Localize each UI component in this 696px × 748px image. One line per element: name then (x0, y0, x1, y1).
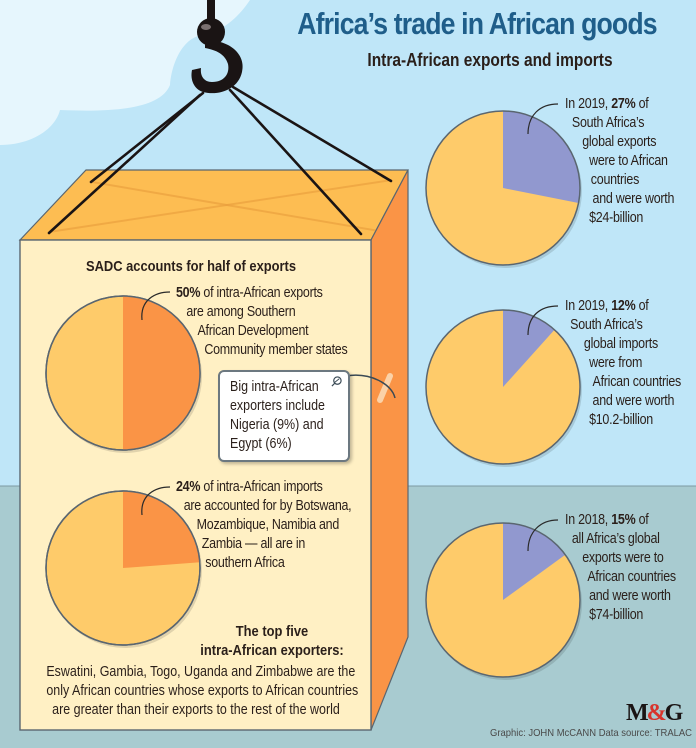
sa-imports-annotation: In 2019, 12% of South Africa’s global im… (565, 298, 682, 428)
sadc-annotation: 50% of intra-African exports are among S… (176, 285, 348, 358)
sadc-percent: 50% (176, 285, 201, 301)
sa-exports-annotation: In 2019, 27% of South Africa’s global ex… (565, 96, 675, 226)
africa-exports-annotation: In 2018, 15% of all Africa’s global expo… (565, 512, 676, 623)
box-side (370, 169, 409, 731)
page-subtitle: Intra-African exports and imports (367, 50, 613, 70)
exporters-callout: Big intra-African exporters include Nige… (218, 370, 350, 462)
pie-chart-intra-african-imports (45, 486, 202, 648)
pie-chart-sa-imports-2019 (425, 305, 582, 467)
imports-annotation: 24% of intra-African imports are account… (176, 479, 352, 571)
crane-hook-icon (191, 0, 243, 94)
pie-chart-sadc-exports (45, 291, 202, 453)
sadc-heading: SADC accounts for half of exports (86, 258, 297, 275)
crane-ropes (47, 85, 393, 236)
cloud (0, 0, 250, 145)
imports-percent: 24% (176, 479, 201, 495)
pie-chart-africa-exports-2018 (425, 519, 582, 680)
top-five-body: Eswatini, Gambia, Togo, Uganda and Zimba… (46, 664, 359, 718)
page-title: Africa’s trade in African goods (297, 6, 657, 41)
top-five-heading: The top five intra-African exporters: (200, 623, 344, 659)
pin-icon (331, 376, 342, 387)
mg-logo: M&G (626, 700, 683, 726)
pie-chart-sa-exports-2019 (425, 103, 582, 268)
credit-line: Graphic: JOHN McCANN Data source: TRALAC (490, 727, 693, 739)
